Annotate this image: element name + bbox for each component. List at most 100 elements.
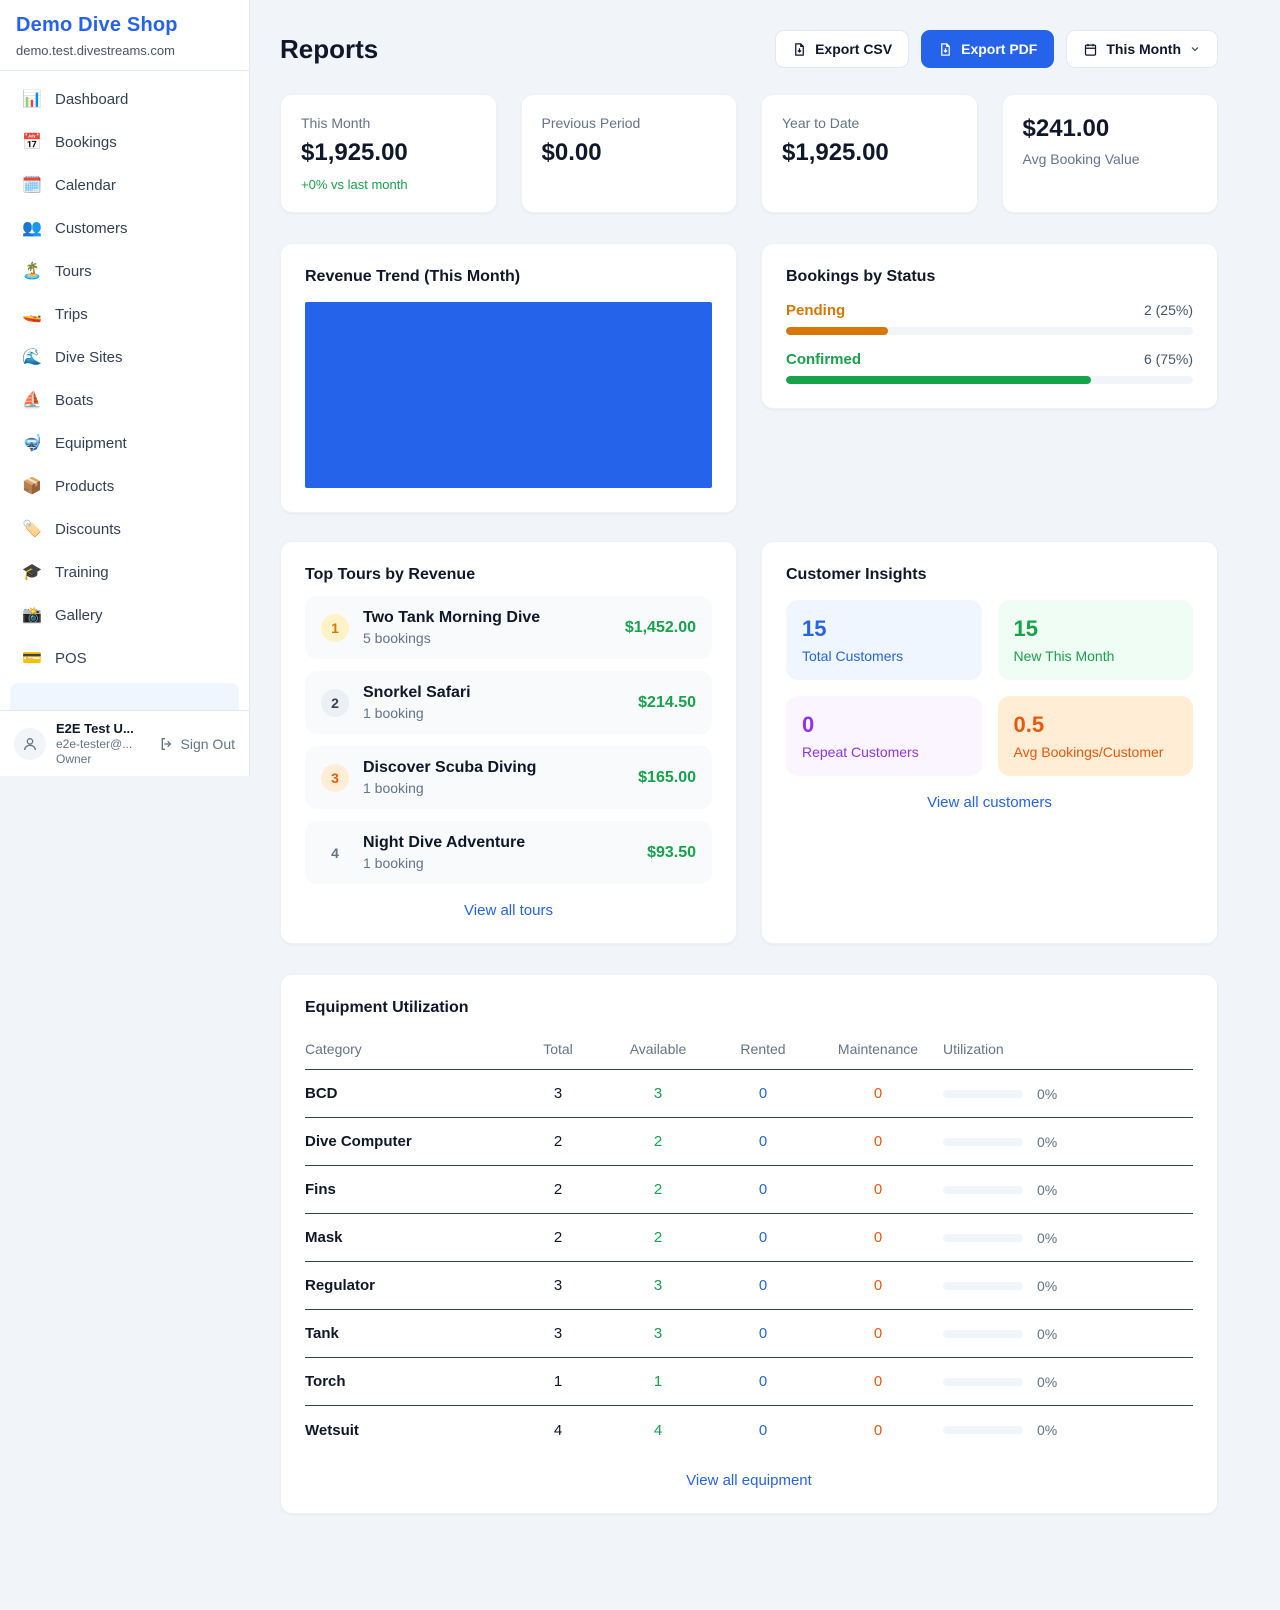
equipment-utilization-card: Equipment Utilization Category Total Ava… — [280, 974, 1218, 1514]
sidebar-item-label: Boats — [55, 391, 94, 409]
table-row: Torch 1 1 0 0 0% — [305, 1358, 1193, 1406]
insight-value: 15 — [1013, 616, 1038, 641]
cell-maintenance: 0 — [873, 1181, 883, 1198]
revenue-trend-card: Revenue Trend (This Month) — [280, 243, 737, 513]
graduation-cap-icon: 🎓 — [22, 564, 42, 581]
cell-total: 3 — [553, 1325, 563, 1342]
view-all-tours-link[interactable]: View all tours — [464, 902, 553, 919]
col-rented: Rented — [740, 1041, 786, 1057]
sidebar-item-boats[interactable]: ⛵ Boats — [10, 382, 239, 418]
table-row: Fins 2 2 0 0 0% — [305, 1166, 1193, 1214]
sign-out-label: Sign Out — [180, 735, 235, 752]
avatar — [14, 727, 46, 760]
cell-rented: 0 — [758, 1421, 768, 1439]
utilization-pct: 0% — [1037, 1181, 1058, 1198]
sidebar-item-label: Bookings — [55, 133, 117, 151]
sidebar-item-gallery[interactable]: 📸 Gallery — [10, 597, 239, 633]
period-dropdown[interactable]: This Month — [1066, 30, 1218, 68]
top-tours-title: Top Tours by Revenue — [305, 566, 476, 583]
cell-total: 1 — [553, 1373, 563, 1390]
sidebar-item-customers[interactable]: 👥 Customers — [10, 210, 239, 246]
cell-maintenance: 0 — [873, 1133, 883, 1150]
rank-badge: 2 — [321, 688, 349, 717]
utilization-bar — [943, 1185, 1023, 1194]
utilization-bar — [943, 1233, 1023, 1242]
view-all-equipment-link[interactable]: View all equipment — [686, 1472, 812, 1489]
calendar-date-icon: 📅 — [22, 134, 42, 151]
export-pdf-button[interactable]: Export PDF — [921, 30, 1055, 68]
cell-total: 4 — [553, 1421, 563, 1439]
revenue-trend-chart — [305, 302, 712, 488]
tour-name: Night Dive Adventure — [363, 834, 526, 851]
export-csv-button[interactable]: Export CSV — [775, 30, 910, 68]
cell-utilization: 0% — [943, 1086, 1193, 1102]
sidebar-item-bookings[interactable]: 📅 Bookings — [10, 124, 239, 160]
col-available: Available — [629, 1041, 687, 1057]
sidebar-item-trips[interactable]: 🚤 Trips — [10, 296, 239, 332]
cell-maintenance: 0 — [873, 1277, 883, 1294]
stats-row: This Month $1,925.00 +0% vs last month P… — [280, 94, 1218, 213]
sidebar-item-label: Gallery — [55, 606, 103, 624]
sidebar-item-products[interactable]: 📦 Products — [10, 468, 239, 504]
cell-maintenance: 0 — [873, 1085, 883, 1102]
insight-label: Avg Bookings/Customer — [1013, 744, 1164, 760]
calendar-icon: 🗓️ — [22, 177, 42, 194]
tag-icon: 🏷️ — [22, 521, 42, 538]
status-row-pending: Pending 2 (25%) — [786, 302, 1193, 335]
sidebar-item-label: Dive Sites — [55, 348, 123, 366]
sidebar-item-label: Equipment — [55, 434, 127, 452]
status-count: 2 (25%) — [1143, 302, 1193, 318]
tour-bookings: 1 booking — [363, 855, 424, 871]
user-role: Owner — [56, 752, 92, 766]
cell-available: 2 — [653, 1133, 663, 1150]
sidebar-item-reports-active-clipped[interactable] — [10, 683, 239, 710]
insight-tile-total-customers: 15 Total Customers — [786, 600, 982, 680]
sidebar-item-label: Customers — [55, 219, 128, 237]
cell-rented: 0 — [758, 1277, 768, 1294]
utilization-pct: 0% — [1037, 1422, 1058, 1438]
table-row: Tank 3 3 0 0 0% — [305, 1310, 1193, 1358]
status-row-confirmed: Confirmed 6 (75%) — [786, 351, 1193, 384]
customer-insights-title: Customer Insights — [786, 566, 927, 583]
sidebar-item-discounts[interactable]: 🏷️ Discounts — [10, 511, 239, 547]
sidebar: Demo Dive Shop demo.test.divestreams.com… — [0, 0, 250, 776]
sidebar-item-tours[interactable]: 🏝️ Tours — [10, 253, 239, 289]
tour-bookings: 1 booking — [363, 705, 424, 721]
chevron-down-icon — [1191, 47, 1199, 52]
cell-maintenance: 0 — [873, 1373, 883, 1390]
tour-list-item: 3 Discover Scuba Diving 1 booking $165.0… — [305, 746, 712, 809]
user-email: e2e-tester@... — [56, 737, 133, 751]
diving-mask-icon: 🤿 — [22, 435, 42, 452]
tour-revenue: $93.50 — [647, 843, 696, 861]
cell-category: BCD — [305, 1085, 338, 1102]
sidebar-item-equipment[interactable]: 🤿 Equipment — [10, 425, 239, 461]
cell-available: 3 — [653, 1277, 663, 1294]
insight-value: 15 — [802, 616, 827, 641]
cell-rented: 0 — [758, 1085, 768, 1102]
sidebar-item-dashboard[interactable]: 📊 Dashboard — [10, 81, 239, 117]
table-row: Dive Computer 2 2 0 0 0% — [305, 1118, 1193, 1166]
shop-header: Demo Dive Shop demo.test.divestreams.com — [0, 0, 249, 71]
period-label: This Month — [1106, 41, 1181, 57]
insight-tile-avg-bookings: 0.5 Avg Bookings/Customer — [997, 696, 1193, 776]
stat-card-previous-period: Previous Period $0.00 — [520, 94, 737, 213]
cell-rented: 0 — [758, 1229, 768, 1246]
sidebar-item-pos[interactable]: 💳 POS — [10, 640, 239, 676]
tour-name: Discover Scuba Diving — [363, 759, 537, 776]
status-bar-track — [786, 327, 1193, 335]
sidebar-item-training[interactable]: 🎓 Training — [10, 554, 239, 590]
insight-tile-new-this-month: 15 New This Month — [997, 600, 1193, 680]
package-icon: 📦 — [22, 478, 42, 495]
sidebar-item-dive-sites[interactable]: 🌊 Dive Sites — [10, 339, 239, 375]
view-all-customers-link[interactable]: View all customers — [927, 794, 1052, 811]
cell-category: Dive Computer — [305, 1133, 412, 1150]
stat-label: This Month — [301, 115, 371, 131]
people-icon: 👥 — [22, 220, 42, 237]
cell-utilization: 0% — [943, 1230, 1193, 1246]
credit-card-icon: 💳 — [22, 650, 42, 667]
cell-maintenance: 0 — [873, 1325, 883, 1342]
table-row: BCD 3 3 0 0 0% — [305, 1070, 1193, 1118]
cell-available: 2 — [653, 1181, 663, 1198]
sign-out-button[interactable]: Sign Out — [159, 736, 235, 752]
sidebar-item-calendar[interactable]: 🗓️ Calendar — [10, 167, 239, 203]
